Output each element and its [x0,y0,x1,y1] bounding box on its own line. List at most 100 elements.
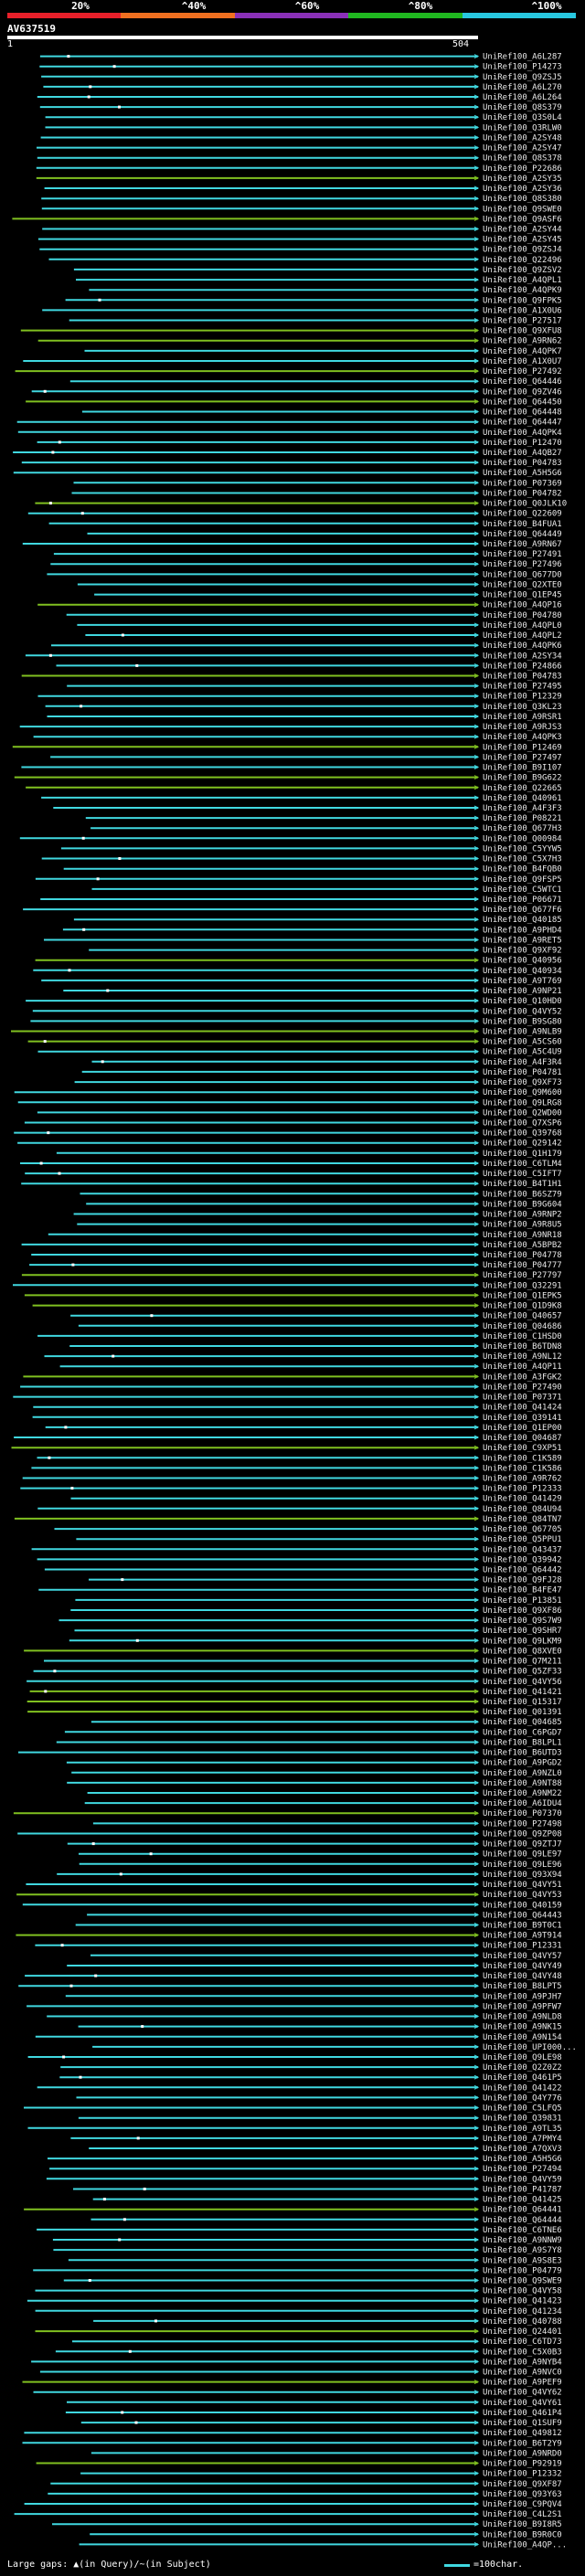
hit-label-link[interactable]: UniRef100_Q677H3 [483,824,562,833]
hit-label-link[interactable]: UniRef100_A9R762 [483,1475,562,1484]
hit-row[interactable]: UniRef100_Q9XF92 [89,947,562,956]
hit-row[interactable]: UniRef100_C6TNE6 [37,2226,562,2235]
hit-label-link[interactable]: UniRef100_Q9FSP5 [483,875,562,885]
hit-row[interactable]: UniRef100_P13851 [75,1596,562,1606]
hit-label-link[interactable]: UniRef100_Q41422 [483,2083,562,2093]
hit-row[interactable]: UniRef100_Q4VY59 [46,2175,562,2184]
hit-row[interactable]: UniRef100_P12329 [37,693,562,702]
hit-row[interactable]: UniRef100_A9NZL0 [71,1769,562,1778]
hit-label-link[interactable]: UniRef100_UPI000... [483,2043,577,2052]
hit-label-link[interactable]: UniRef100_A9NNW9 [483,2236,562,2245]
hit-row[interactable]: UniRef100_B4FE47 [38,1586,562,1595]
hit-label-link[interactable]: UniRef100_P12470 [483,439,562,448]
hit-row[interactable]: UniRef100_P27495 [67,683,562,692]
hit-label-link[interactable]: UniRef100_P27797 [483,1271,562,1280]
hit-row[interactable]: UniRef100_P27492 [15,367,562,376]
hit-label-link[interactable]: UniRef100_A5C4U9 [483,1048,562,1057]
hit-label-link[interactable]: UniRef100_Q00984 [483,834,562,843]
hit-row[interactable]: UniRef100_Q04687 [14,1434,562,1443]
hit-row[interactable]: UniRef100_Q7M211 [44,1658,562,1667]
hit-label-link[interactable]: UniRef100_C6TD73 [483,2337,562,2347]
hit-label-link[interactable]: UniRef100_A2SY45 [483,236,562,245]
hit-label-link[interactable]: UniRef100_A9RN62 [483,337,562,346]
hit-row[interactable]: UniRef100_Q64450 [26,398,562,407]
hit-row[interactable]: UniRef100_Q8XVE0 [24,1647,562,1656]
hit-row[interactable]: UniRef100_Q22665 [26,784,562,793]
hit-label-link[interactable]: UniRef100_C5WTC1 [483,885,562,895]
hit-row[interactable]: UniRef100_Q5ZF33 [33,1668,562,1677]
hit-label-link[interactable]: UniRef100_Q43437 [483,1545,562,1554]
hit-row[interactable]: UniRef100_A2SY48 [40,134,562,143]
hit-label-link[interactable]: UniRef100_Q9XFU8 [483,327,562,336]
hit-label-link[interactable]: UniRef100_P04778 [483,1251,562,1260]
hit-label-link[interactable]: UniRef100_P92919 [483,2460,562,2469]
hit-row[interactable]: UniRef100_P12332 [80,2470,562,2479]
hit-row[interactable]: UniRef100_Q64449 [87,530,562,539]
hit-row[interactable]: UniRef100_B9SG80 [30,1017,562,1026]
hit-label-link[interactable]: UniRef100_A2SY48 [483,134,562,143]
hit-row[interactable]: UniRef100_Q4VY52 [32,1007,562,1016]
hit-label-link[interactable]: UniRef100_Q9ZTJ7 [483,1840,562,1850]
hit-row[interactable]: UniRef100_C5WTC1 [91,885,562,895]
hit-label-link[interactable]: UniRef100_B9SG80 [483,1017,562,1026]
hit-label-link[interactable]: UniRef100_Q49812 [483,2429,562,2438]
hit-label-link[interactable]: UniRef100_A9NLB9 [483,1028,562,1037]
hit-label-link[interactable]: UniRef100_Q22665 [483,784,562,793]
hit-label-link[interactable]: UniRef100_A9RJS3 [483,723,562,732]
hit-label-link[interactable]: UniRef100_A9T914 [483,1932,562,1941]
hit-row[interactable]: UniRef100_Q93Y63 [48,2490,562,2499]
hit-label-link[interactable]: UniRef100_A4QP16 [483,601,562,610]
hit-label-link[interactable]: UniRef100_C6TLM4 [483,1160,562,1169]
hit-row[interactable]: UniRef100_B9G604 [86,1200,562,1209]
hit-row[interactable]: UniRef100_Q9SWE0 [41,205,562,214]
hit-label-link[interactable]: UniRef100_A6L264 [483,93,562,102]
hit-row[interactable]: UniRef100_Q41421 [29,1688,562,1697]
hit-label-link[interactable]: UniRef100_P12332 [483,2470,562,2479]
hit-row[interactable]: UniRef100_Q2WD00 [37,1108,562,1118]
hit-row[interactable]: UniRef100_P12331 [35,1942,562,1951]
hit-row[interactable]: UniRef100_Q84TN7 [14,1515,562,1524]
hit-label-link[interactable]: UniRef100_A2SY34 [483,652,562,661]
hit-row[interactable]: UniRef100_A9NK15 [78,2023,562,2032]
hit-row[interactable]: UniRef100_A4QPL0 [77,621,562,631]
hit-row[interactable]: UniRef100_P27496 [50,560,562,569]
hit-label-link[interactable]: UniRef100_Q0JLK10 [483,500,567,509]
hit-row[interactable]: UniRef100_B9T0C1 [75,1922,562,1931]
hit-row[interactable]: UniRef100_Q461P4 [65,2409,562,2418]
hit-label-link[interactable]: UniRef100_P13851 [483,1596,562,1606]
hit-row[interactable]: UniRef100_Q461P5 [59,2073,562,2083]
hit-row[interactable]: UniRef100_P27491 [53,550,562,559]
hit-row[interactable]: UniRef100_A1X0U6 [42,306,562,315]
hit-label-link[interactable]: UniRef100_A9PJH7 [483,1992,562,2001]
hit-row[interactable]: UniRef100_Q49812 [24,2429,562,2438]
hit-label-link[interactable]: UniRef100_A9NZL0 [483,1769,562,1778]
hit-label-link[interactable]: UniRef100_P27491 [483,550,562,559]
hit-label-link[interactable]: UniRef100_Q39768 [483,1129,562,1139]
hit-row[interactable]: UniRef100_Q41424 [33,1404,562,1413]
hit-row[interactable]: UniRef100_Q3S0L4 [45,113,562,122]
hit-label-link[interactable]: UniRef100_Q10HD0 [483,997,562,1006]
hit-label-link[interactable]: UniRef100_C6PGD7 [483,1728,562,1737]
hit-row[interactable]: UniRef100_Q8S380 [41,195,562,204]
hit-label-link[interactable]: UniRef100_Q04686 [483,1322,562,1331]
hit-row[interactable]: UniRef100_A5H5G6 [13,469,562,478]
hit-label-link[interactable]: UniRef100_A9PEF9 [483,2379,562,2388]
hit-row[interactable]: UniRef100_Q9LRG8 [17,1098,562,1108]
hit-label-link[interactable]: UniRef100_Q39831 [483,2115,562,2124]
hit-row[interactable]: UniRef100_Q40934 [33,967,562,976]
hit-row[interactable]: UniRef100_Q9LE96 [79,1860,562,1870]
hit-label-link[interactable]: UniRef100_A2SY47 [483,144,562,154]
hit-label-link[interactable]: UniRef100_B9G604 [483,1200,562,1209]
hit-label-link[interactable]: UniRef100_A4QPL0 [483,621,562,631]
hit-label-link[interactable]: UniRef100_P24866 [483,662,562,671]
hit-row[interactable]: UniRef100_Q9SWE9 [63,2277,562,2286]
hit-row[interactable]: UniRef100_A2SY35 [36,175,562,184]
hit-label-link[interactable]: UniRef100_Q84TN7 [483,1515,562,1524]
hit-label-link[interactable]: UniRef100_A9NVC0 [483,2369,562,2378]
hit-label-link[interactable]: UniRef100_A5H5G6 [483,469,562,478]
hit-label-link[interactable]: UniRef100_C5YYW5 [483,844,562,853]
hit-label-link[interactable]: UniRef100_A9NR18 [483,1231,562,1240]
hit-row[interactable]: UniRef100_Q84U94 [37,1505,562,1514]
hit-row[interactable]: UniRef100_A9RN62 [37,337,562,346]
hit-label-link[interactable]: UniRef100_P08221 [483,814,562,823]
